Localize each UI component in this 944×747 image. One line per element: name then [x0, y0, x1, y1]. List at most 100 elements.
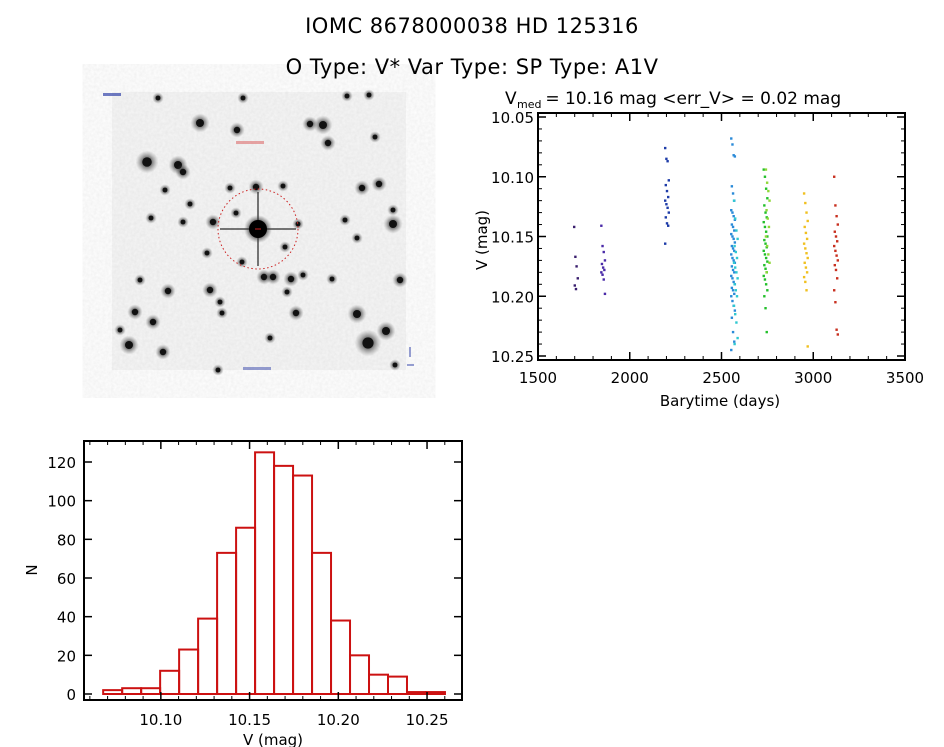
- light-curve-plot: V med = 10.16 mag <err_V> = 0.02 mag 150…: [473, 89, 924, 410]
- lc-point: [730, 223, 734, 226]
- lc-point: [766, 289, 769, 292]
- star: [372, 134, 378, 140]
- hist-bar: [216, 551, 238, 695]
- star: [206, 286, 214, 294]
- hist-ytick-label: 0: [66, 686, 76, 704]
- lc-point: [600, 271, 603, 274]
- lc-point: [575, 265, 578, 268]
- hist-bar: [330, 619, 352, 695]
- star: [215, 367, 221, 373]
- lc-point: [664, 242, 667, 245]
- star: [179, 168, 187, 176]
- lc-point: [733, 244, 736, 248]
- lc-point: [762, 274, 765, 278]
- star: [159, 348, 167, 356]
- lc-point: [733, 229, 736, 232]
- lc-point: [763, 204, 766, 207]
- lc-point: [762, 168, 765, 171]
- scale-label-mark: [243, 367, 271, 370]
- hist-ylabel: N: [23, 564, 41, 575]
- lc-point: [731, 299, 734, 303]
- star: [282, 244, 288, 250]
- lc-point: [734, 312, 737, 316]
- lc-point: [833, 244, 836, 248]
- lc-point: [805, 271, 809, 274]
- lc-point: [665, 222, 669, 225]
- lc-point: [835, 254, 838, 257]
- lc-point: [764, 307, 767, 310]
- lc-point: [733, 249, 736, 253]
- lc-point: [765, 244, 769, 248]
- lc-point: [805, 289, 808, 292]
- star: [284, 289, 290, 295]
- star: [219, 310, 225, 316]
- hist-xtick-label: 10.25: [406, 711, 449, 729]
- lc-point: [667, 224, 670, 227]
- lc-point: [601, 273, 604, 276]
- lc-point: [731, 247, 735, 250]
- star: [358, 184, 366, 192]
- lc-point: [573, 284, 576, 287]
- lc-point: [833, 263, 837, 267]
- lc-point: [763, 295, 766, 298]
- lc-point: [763, 225, 767, 229]
- lc-point: [803, 261, 806, 264]
- star: [217, 299, 223, 305]
- lc-point: [834, 235, 838, 238]
- lc-point: [804, 280, 807, 284]
- star: [329, 276, 335, 282]
- star: [362, 337, 374, 349]
- lc-point: [574, 255, 577, 259]
- lc-point: [835, 328, 838, 331]
- star: [142, 157, 152, 167]
- lc-point: [834, 268, 838, 272]
- lc-title-text: = 10.16 mag <err_V> = 0.02 mag: [540, 89, 841, 109]
- lc-point: [766, 217, 769, 220]
- lc-point: [730, 209, 733, 212]
- star: [252, 183, 260, 191]
- hist-bar: [405, 691, 427, 695]
- star-field: [114, 89, 408, 376]
- lc-point: [804, 201, 807, 205]
- lc-point: [731, 277, 734, 280]
- lc-point: [730, 253, 733, 256]
- lc-point: [768, 261, 771, 264]
- star: [187, 201, 193, 207]
- lc-point: [665, 157, 668, 161]
- lc-point: [730, 137, 733, 140]
- lc-point: [804, 266, 808, 269]
- lc-point: [834, 204, 837, 207]
- star: [239, 259, 245, 265]
- lc-ylabel: V (mag): [473, 210, 491, 270]
- lc-point: [762, 220, 765, 224]
- star: [353, 310, 361, 318]
- star: [149, 318, 157, 326]
- star: [131, 308, 139, 316]
- histogram-plot: 0 20 40 60 80 100 120 10.10 10.15 10.20 10.25 V (m…: [23, 440, 463, 747]
- lc-point: [763, 263, 766, 267]
- lc-point: [802, 192, 806, 195]
- lc-point: [734, 250, 738, 254]
- lc-point: [733, 342, 736, 346]
- hist-ytick-label: 20: [57, 647, 76, 665]
- lc-point: [736, 237, 739, 241]
- hist-xtick-label: 10.20: [317, 711, 360, 729]
- lc-point: [664, 216, 668, 219]
- lc-point: [602, 250, 605, 254]
- lc-point: [734, 217, 737, 220]
- lc-xtick-label: 3500: [886, 369, 924, 387]
- star: [267, 335, 273, 341]
- lc-point: [730, 244, 734, 248]
- lc-point: [667, 179, 671, 182]
- star: [375, 180, 383, 188]
- lc-point: [736, 277, 739, 280]
- lc-ytick-label: 10.10: [491, 169, 534, 187]
- lc-point: [805, 211, 808, 214]
- lc-point: [731, 256, 734, 260]
- star: [324, 139, 332, 147]
- lc-point: [762, 249, 765, 253]
- hist-ytick-label: 60: [57, 570, 76, 588]
- lc-xlabel: Barytime (days): [660, 392, 780, 410]
- star: [125, 341, 133, 349]
